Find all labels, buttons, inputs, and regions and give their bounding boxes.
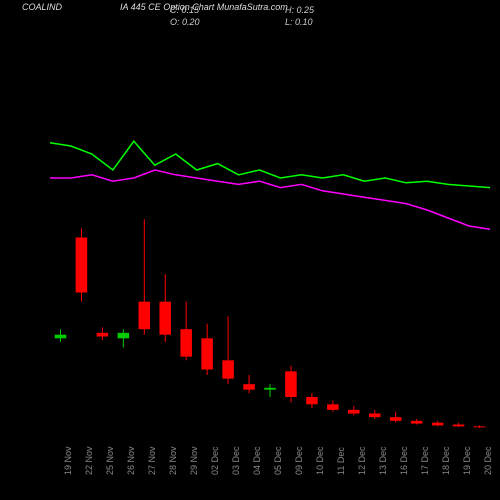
x-tick-label: 18 Dec	[441, 446, 451, 475]
x-tick-label: 12 Dec	[357, 446, 367, 475]
x-tick-label: 03 Dec	[231, 446, 241, 475]
x-tick-label: 09 Dec	[294, 446, 304, 475]
x-tick-label: 25 Nov	[105, 446, 115, 475]
x-tick-label: 13 Dec	[378, 446, 388, 475]
x-axis-labels: 19 Nov 22 Nov 25 Nov 26 Nov 27 Nov 28 Nov 29 N…	[0, 440, 500, 500]
x-tick-label: 19 Dec	[462, 446, 472, 475]
x-tick-label: 19 Nov	[63, 446, 73, 475]
x-tick-label: 27 Nov	[147, 446, 157, 475]
x-tick-label: 02 Dec	[210, 446, 220, 475]
price-chart	[0, 0, 500, 500]
x-tick-label: 28 Nov	[168, 446, 178, 475]
x-tick-label: 20 Dec	[483, 446, 493, 475]
x-tick-label: 17 Dec	[420, 446, 430, 475]
x-tick-label: 10 Dec	[315, 446, 325, 475]
x-tick-label: 29 Nov	[189, 446, 199, 475]
x-tick-label: 26 Nov	[126, 446, 136, 475]
x-tick-label: 16 Dec	[399, 446, 409, 475]
x-tick-label: 11 Dec	[336, 447, 346, 475]
x-tick-label: 04 Dec	[252, 446, 262, 475]
x-tick-label: 22 Nov	[84, 446, 94, 475]
x-tick-label: 05 Dec	[273, 446, 283, 475]
